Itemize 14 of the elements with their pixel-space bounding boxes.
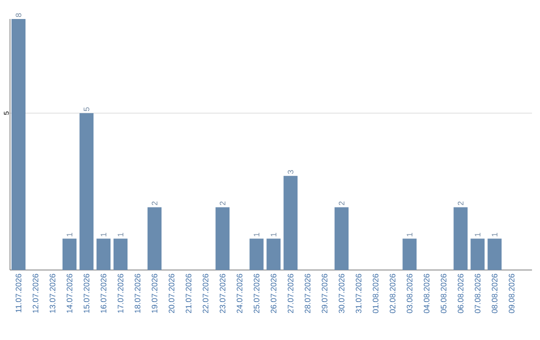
bar [62,238,77,270]
bar [216,207,230,270]
bar [470,238,485,270]
bar [250,238,264,270]
bar [334,207,349,270]
bar [454,207,468,270]
bar [284,176,298,270]
bar [114,238,128,270]
bar [488,238,502,270]
bar [80,113,94,270]
bar [96,238,111,270]
bar [266,238,281,270]
bar [402,238,417,270]
bar [148,207,162,270]
